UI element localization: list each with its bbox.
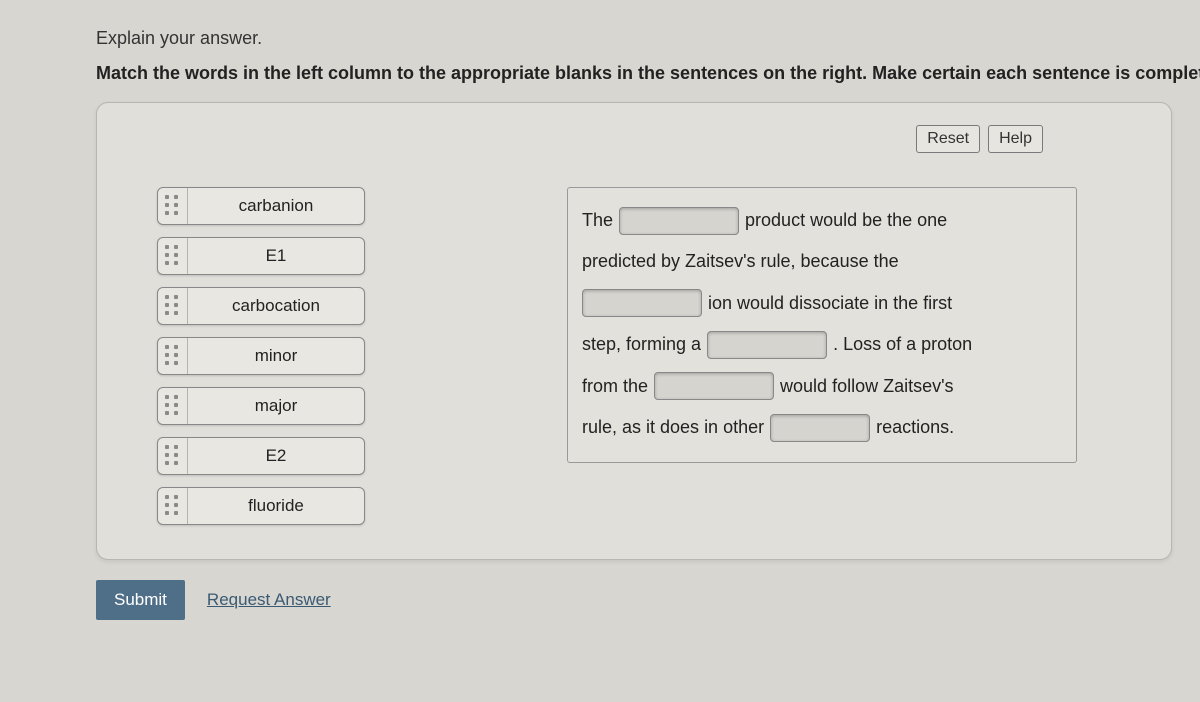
instruction-text-1: Explain your answer. <box>96 28 1200 49</box>
blank-4[interactable] <box>654 372 774 400</box>
sentence-text: from the <box>582 366 648 407</box>
draggable-e2[interactable]: E2 <box>157 437 365 475</box>
draggable-e1[interactable]: E1 <box>157 237 365 275</box>
exercise-panel: Reset Help carbanion E1 carbocation <box>96 102 1172 560</box>
drag-label: minor <box>188 338 364 374</box>
grip-icon <box>158 188 188 224</box>
blank-3[interactable] <box>707 331 827 359</box>
grip-icon <box>158 438 188 474</box>
instruction-text-2: Match the words in the left column to th… <box>96 63 1200 84</box>
drag-label: E1 <box>188 238 364 274</box>
sentence-target: The product would be the one predicted b… <box>567 187 1077 463</box>
drag-label: carbocation <box>188 288 364 324</box>
draggable-carbocation[interactable]: carbocation <box>157 287 365 325</box>
blank-5[interactable] <box>770 414 870 442</box>
drag-label: major <box>188 388 364 424</box>
sentence-text: reactions. <box>876 407 954 448</box>
draggable-minor[interactable]: minor <box>157 337 365 375</box>
submit-button[interactable]: Submit <box>96 580 185 620</box>
drag-label: fluoride <box>188 488 364 524</box>
draggable-fluoride[interactable]: fluoride <box>157 487 365 525</box>
blank-2[interactable] <box>582 289 702 317</box>
sentence-text: would follow Zaitsev's <box>780 366 954 407</box>
draggable-major[interactable]: major <box>157 387 365 425</box>
drag-label: carbanion <box>188 188 364 224</box>
drag-label: E2 <box>188 438 364 474</box>
request-answer-link[interactable]: Request Answer <box>207 590 331 610</box>
grip-icon <box>158 488 188 524</box>
sentence-text: rule, as it does in other <box>582 407 764 448</box>
sentence-text: product would be the one <box>745 200 947 241</box>
sentence-text: ion would dissociate in the first <box>708 283 952 324</box>
grip-icon <box>158 338 188 374</box>
grip-icon <box>158 288 188 324</box>
grip-icon <box>158 388 188 424</box>
reset-button[interactable]: Reset <box>916 125 980 153</box>
sentence-text: predicted by Zaitsev's rule, because the <box>582 241 899 282</box>
sentence-text: The <box>582 200 613 241</box>
grip-icon <box>158 238 188 274</box>
sentence-text: . Loss of a proton <box>833 324 972 365</box>
word-bank: carbanion E1 carbocation minor major <box>157 187 417 525</box>
blank-1[interactable] <box>619 207 739 235</box>
draggable-carbanion[interactable]: carbanion <box>157 187 365 225</box>
sentence-text: step, forming a <box>582 324 701 365</box>
help-button[interactable]: Help <box>988 125 1043 153</box>
